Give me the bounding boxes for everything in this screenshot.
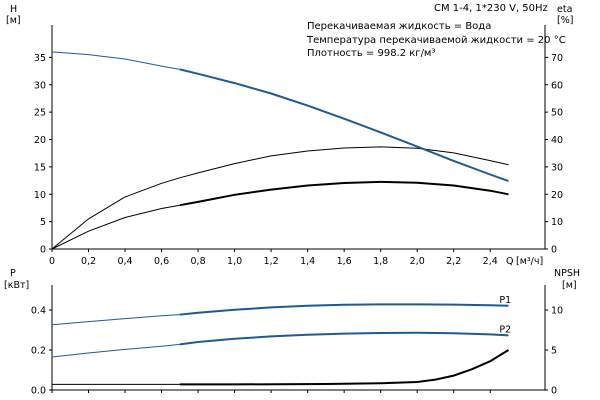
x-axis-label: Q (506, 256, 513, 267)
x-tick-label: 1,2 (264, 256, 279, 267)
lower-right-axis-unit: [м] (562, 280, 577, 291)
x-tick-label: 0,6 (154, 256, 169, 267)
x-tick-label: 2,0 (410, 256, 425, 267)
h-tick-label: 25 (34, 108, 46, 119)
x-tick-label: 1,4 (300, 256, 315, 267)
h-tick-label: 15 (34, 162, 46, 173)
p-tick-label: 0.0 (31, 386, 46, 397)
eta-tick-label: 50 (551, 108, 563, 119)
h-tick-label: 30 (34, 80, 46, 91)
eta-tick-label: 10 (551, 217, 563, 228)
upper-left-axis-unit: [м] (6, 15, 21, 26)
x-tick-label: 0,8 (191, 256, 206, 267)
eta-tick-label: 0 (551, 245, 557, 256)
x-tick-label: 2,4 (483, 256, 498, 267)
npsh-tick-label: 0 (551, 386, 557, 397)
x-tick-label: 1,6 (337, 256, 352, 267)
p2-series-label: P2 (499, 324, 511, 335)
h-tick-label: 5 (40, 217, 46, 228)
head-curve-thick (179, 68, 509, 183)
x-tick-label: 0 (49, 256, 55, 267)
lower-right-axis-label: NPSH (554, 268, 580, 279)
chart-title: CM 1-4, 1*230 V, 50Hz (434, 3, 548, 14)
x-tick-label: 1,8 (373, 256, 388, 267)
x-tick-label: 2,2 (446, 256, 461, 267)
p-tick-label: 0.2 (31, 346, 46, 357)
lower-left-axis-label: P (10, 268, 16, 279)
info-line-temperature: Температура перекачиваемой жидкости = 20… (306, 35, 566, 46)
npsh-tick-label: 5 (551, 346, 557, 357)
x-tick-label: 1,0 (227, 256, 242, 267)
x-axis-unit: [м³/ч] (516, 256, 543, 267)
head-curve-thin (51, 51, 180, 70)
npsh-tick-label: 10 (551, 306, 563, 317)
eta-tick-label: 40 (551, 135, 563, 146)
eta-curve-thick (179, 180, 509, 207)
h-tick-label: 10 (34, 190, 46, 201)
eta-curve-thin (51, 204, 180, 250)
eta-tick-label: 70 (551, 53, 563, 64)
p2-curve-thick (179, 331, 509, 346)
h-tick-label: 35 (34, 53, 46, 64)
x-tick-label: 0,4 (117, 256, 132, 267)
info-line-liquid: Перекачиваемая жидкость = Вода (307, 21, 491, 32)
eta-tick-label: 20 (551, 190, 563, 201)
p-tick-label: 0.4 (31, 306, 46, 317)
h-tick-label: 20 (34, 135, 46, 146)
p1-curve-thin (51, 314, 180, 326)
x-tick-label: 0,2 (81, 256, 96, 267)
h-tick-label: 0 (40, 245, 46, 256)
eta-tick-label: 30 (551, 162, 563, 173)
eta-tick-label: 60 (551, 80, 563, 91)
upper-right-axis-label: eta (557, 4, 572, 15)
p1-curve-thick (179, 303, 509, 316)
eta-upper-curve (51, 146, 509, 250)
p2-curve-thin (51, 343, 180, 358)
npsh-curve-thick (179, 349, 510, 386)
info-line-density: Плотность = 998.2 кг/м³ (307, 48, 436, 59)
lower-left-axis-unit: [кВт] (4, 280, 29, 291)
p1-series-label: P1 (499, 295, 511, 306)
upper-left-axis-label: H (10, 4, 17, 15)
upper-right-axis-unit: [%] (557, 15, 573, 26)
